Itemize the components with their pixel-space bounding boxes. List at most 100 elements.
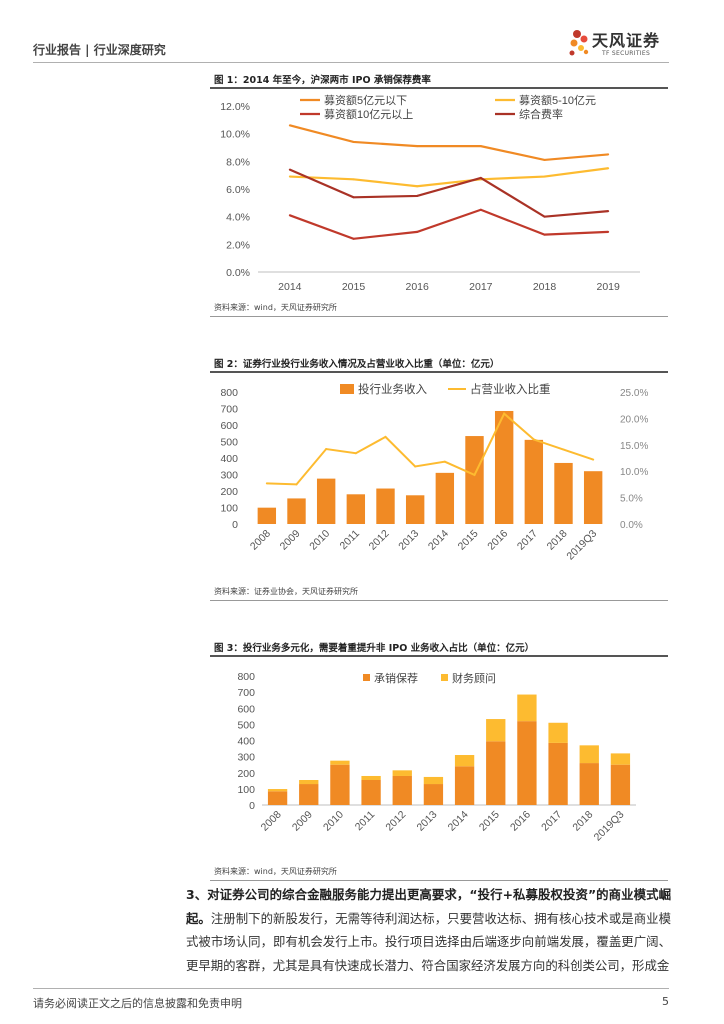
bar <box>524 439 544 524</box>
data-point <box>543 233 546 236</box>
figure-3-rule <box>210 655 668 657</box>
y-tick-label: 600 <box>220 420 238 432</box>
bar <box>257 507 277 524</box>
x-tick-label: 2016 <box>485 528 510 553</box>
x-tick-label: 2018 <box>570 809 595 834</box>
bar-segment <box>610 764 631 805</box>
bar <box>316 478 336 524</box>
x-tick-label: 2015 <box>477 809 502 834</box>
x-tick-label: 2017 <box>469 281 493 293</box>
data-point <box>414 465 417 468</box>
x-tick-label: 2013 <box>415 809 440 834</box>
data-point <box>325 448 328 451</box>
y-tick-label: 2.0% <box>226 239 250 251</box>
bar <box>583 471 603 524</box>
y-tick-label: 800 <box>220 387 238 399</box>
data-point <box>592 458 595 461</box>
legend-swatch <box>441 674 448 681</box>
paragraph-lead: 3、对证券公司的综合金融服务能力提出更高要求，“投行+私募股权投资”的商业模式崛… <box>186 887 671 926</box>
figure-1-rule <box>210 87 668 89</box>
y-tick-label: 800 <box>237 671 255 683</box>
bar-segment <box>579 763 599 805</box>
x-tick-label: 2012 <box>367 528 392 553</box>
y-tick-label: 400 <box>220 453 238 465</box>
legend-label: 占营业收入比重 <box>470 382 551 396</box>
data-point <box>479 208 482 211</box>
legend-label: 承销保荐 <box>374 671 418 685</box>
y-tick-label: 100 <box>237 784 255 796</box>
bar-segment <box>361 775 381 781</box>
bar <box>376 488 395 524</box>
y-tick-label: 4.0% <box>226 212 250 224</box>
data-point <box>265 482 268 485</box>
bar <box>494 410 514 524</box>
y-tick-label: 500 <box>237 719 255 731</box>
figure-2-bottom-rule <box>210 600 668 601</box>
x-tick-label: 2010 <box>307 528 332 553</box>
figure-3-source: 资料来源：wind，天风证券研究所 <box>214 867 337 876</box>
y-tick-label: 300 <box>237 752 255 764</box>
footer-divider <box>33 988 669 989</box>
y-tick-label: 500 <box>220 437 238 449</box>
y-tick-label: 6.0% <box>226 184 250 196</box>
x-tick-label: 2012 <box>383 809 408 834</box>
paragraph-body: 注册制下的新股发行，无需等待利润达标，只要营收达标、拥有核心技术或是商业模式被市… <box>186 910 672 973</box>
bar-segment <box>454 766 475 805</box>
x-tick-label: 2008 <box>248 528 273 553</box>
y-tick-label: 700 <box>237 687 255 699</box>
x-tick-label: 2014 <box>278 281 302 293</box>
data-point <box>543 158 546 161</box>
data-point <box>354 452 357 455</box>
y-tick-label: 10.0% <box>220 129 250 141</box>
series-line <box>289 168 609 218</box>
y2-tick-label: 5.0% <box>620 494 643 505</box>
x-tick-label: 2014 <box>426 528 451 553</box>
y-tick-label: 300 <box>220 470 238 482</box>
figure-1-title: 图 1：2014 年至今，沪深两市 IPO 承销保荐费率 <box>214 75 431 86</box>
data-point <box>607 153 610 156</box>
legend-label: 财务顾问 <box>452 671 496 685</box>
y2-tick-label: 25.0% <box>620 388 648 399</box>
data-point <box>295 483 298 486</box>
bar-segment <box>330 760 350 765</box>
y-tick-label: 200 <box>237 768 255 780</box>
figure-2-bar-line-chart: 0 100 200 300 400 500 600 700 800 0.0% 5.0% 10.0% 15… <box>220 382 648 563</box>
y-tick-label: 12.0% <box>220 101 250 113</box>
data-point <box>416 194 419 197</box>
x-tick-label: 2011 <box>353 809 378 834</box>
bar-segment <box>517 721 537 805</box>
legend-label: 综合费率 <box>519 107 563 121</box>
bar <box>346 494 366 524</box>
footer-disclaimer: 请务必阅读正文之后的信息披露和免责申明 <box>33 997 242 1010</box>
y2-tick-label: 15.0% <box>620 441 648 452</box>
data-point <box>352 178 355 181</box>
data-point <box>479 176 482 179</box>
data-point <box>607 167 610 170</box>
series-line <box>289 167 609 188</box>
x-tick-label: 2017 <box>515 528 540 553</box>
bar-segment <box>454 755 475 767</box>
logo-text-cn: 天风证券 <box>592 31 661 50</box>
data-point <box>416 230 419 233</box>
bar-segment <box>423 784 444 805</box>
tf-logo-icon <box>569 30 589 56</box>
y-tick-label: 8.0% <box>226 156 250 168</box>
figure-1-bottom-rule <box>210 316 668 317</box>
logo-text-en: TF SECURITIES <box>602 50 651 57</box>
x-tick-label: 2018 <box>533 281 557 293</box>
x-tick-label: 2015 <box>456 528 481 553</box>
data-point <box>562 448 565 451</box>
x-tick-label: 2008 <box>259 809 284 834</box>
figure-2-rule <box>210 371 668 373</box>
bar <box>465 436 484 524</box>
x-tick-label: 2017 <box>539 809 564 834</box>
x-tick-label: 2010 <box>321 809 346 834</box>
series-line <box>289 208 609 240</box>
y-tick-label: 0 <box>249 800 255 812</box>
x-tick-label: 2015 <box>342 281 366 293</box>
data-point <box>384 435 387 438</box>
y2-tick-label: 10.0% <box>620 467 648 478</box>
figure-3-stacked-bar-chart: 0 100 200 300 400 500 600 700 800 2008 2009 2010 201… <box>237 671 636 844</box>
x-tick-label: 2019 <box>596 281 620 293</box>
legend-label: 投行业务收入 <box>358 382 427 396</box>
